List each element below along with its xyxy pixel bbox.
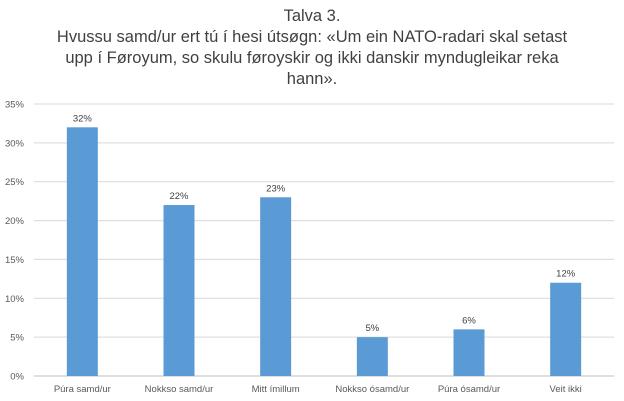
bars [66,127,582,376]
bar [453,329,485,376]
data-label: 23% [266,183,286,194]
x-tick-label: Nokkso samd/ur [145,384,214,395]
data-labels: 32% 22% 23% 5% 6% 12% [73,113,576,334]
chart-title-line-4: hann». [286,70,338,88]
bar [550,282,582,376]
y-tick-label: 15% [5,255,25,266]
x-tick-label: Nokkso ósamd/ur [335,384,409,395]
x-axis-ticks: Púra samd/ur Nokkso samd/ur Mitt ímillum No… [54,384,582,395]
gridlines [34,103,614,377]
y-tick-label: 0% [10,372,24,383]
x-tick-label: Veit ikki [550,384,582,395]
y-tick-label: 5% [10,333,24,344]
y-tick-label: 35% [5,100,25,111]
x-tick-label: Púra samd/ur [54,384,111,395]
y-tick-label: 20% [5,216,25,227]
data-label: 5% [365,323,379,334]
data-label: 6% [462,315,476,326]
y-axis-ticks: 0% 5% 10% 15% 20% 25% 30% 35% [5,100,25,383]
chart-title: Talva 3. Hvussu samd/ur ert tú í hesi út… [40,6,584,90]
data-label: 22% [169,191,189,202]
chart-title-line-3: upp í Føroyum, so skulu føroyskir og ikk… [65,49,559,67]
chart-title-line-2: Hvussu samd/ur ert tú í hesi útsøgn: «Um… [56,28,568,46]
bar [66,127,98,376]
bar [260,197,292,376]
data-label: 32% [73,113,93,124]
bar [356,337,388,376]
data-label: 12% [556,269,576,280]
y-tick-label: 10% [5,294,25,305]
x-tick-label: Mitt ímillum [252,384,300,395]
y-tick-label: 25% [5,177,25,188]
y-tick-label: 30% [5,138,25,149]
chart-title-line-1: Talva 3. [283,7,341,25]
bar [163,205,195,376]
x-tick-label: Púra ósamd/ur [438,384,500,395]
